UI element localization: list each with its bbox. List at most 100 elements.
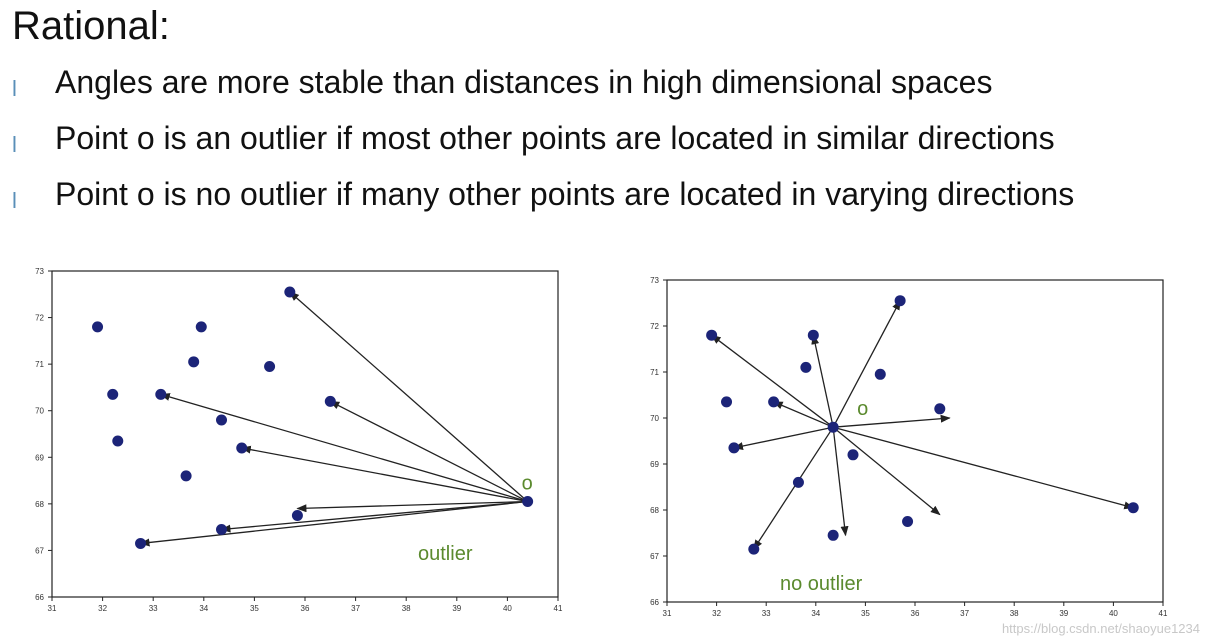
direction-arrow: [240, 445, 528, 503]
data-point: [827, 421, 839, 433]
data-point: [728, 442, 740, 454]
bullet-text: Point o is an outlier if most other poin…: [55, 120, 1055, 156]
y-tick-label: 72: [35, 314, 44, 323]
y-tick-label: 66: [35, 593, 44, 602]
x-tick-label: 38: [1010, 609, 1019, 618]
x-tick-label: 41: [1159, 609, 1168, 618]
data-point: [155, 388, 167, 400]
x-tick-label: 35: [250, 604, 259, 613]
x-tick-label: 39: [1059, 609, 1068, 618]
direction-arrow: [832, 426, 941, 516]
no-outlier-plot: 31 32 33 34 35 36 37 38 39 40 41 66 67 68 69 70 71 72 73 o n…: [650, 276, 1168, 618]
data-point: [902, 516, 914, 527]
x-tick-label: 36: [301, 604, 310, 613]
data-point: [706, 329, 718, 341]
direction-arrow: [220, 500, 528, 533]
direction-arrow: [832, 427, 849, 537]
x-tick-label: 37: [351, 604, 360, 613]
direction-arrow: [289, 291, 529, 503]
bullet-marker: l: [12, 132, 17, 157]
data-point: [827, 529, 839, 541]
x-tick-label: 40: [503, 604, 512, 613]
data-point: [216, 414, 228, 426]
y-tick-label: 73: [35, 267, 44, 276]
data-point: [112, 435, 124, 447]
x-tick-label: 32: [712, 609, 721, 618]
x-tick-label: 37: [960, 609, 969, 618]
data-point: [107, 388, 119, 400]
x-tick-label: 33: [762, 609, 771, 618]
data-point: [1127, 502, 1139, 514]
data-point: [264, 360, 276, 372]
direction-arrow: [772, 401, 834, 428]
data-point: [792, 476, 804, 488]
y-tick-label: 69: [35, 453, 44, 462]
direction-arrow: [832, 299, 901, 428]
direction-arrow: [832, 426, 1135, 510]
x-tick-label: 36: [911, 609, 920, 618]
point-o-label: o: [522, 473, 533, 495]
bullet-text: Point o is no outlier if many other poin…: [55, 176, 1075, 212]
data-point: [324, 395, 336, 407]
plot-frame: [666, 279, 1164, 603]
y-tick-label: 69: [650, 460, 659, 469]
chart-annotation: outlier: [418, 543, 473, 565]
direction-arrow: [833, 414, 951, 428]
y-tick-label: 68: [35, 500, 44, 509]
y-tick-label: 72: [650, 322, 659, 331]
x-tick-label: 40: [1109, 609, 1118, 618]
x-tick-label: 31: [48, 604, 57, 613]
x-tick-label: 41: [554, 604, 563, 613]
x-tick-label: 33: [149, 604, 158, 613]
bullet-marker: l: [12, 188, 17, 213]
direction-arrow: [296, 500, 528, 513]
data-point: [216, 523, 228, 535]
data-point: [721, 396, 733, 408]
y-tick-label: 68: [650, 506, 659, 515]
data-point: [874, 368, 886, 380]
x-tick-label: 38: [402, 604, 411, 613]
x-tick-label: 34: [199, 604, 208, 613]
data-point: [180, 470, 192, 482]
data-point: [847, 449, 859, 461]
y-tick-label: 67: [35, 546, 44, 555]
data-point: [894, 295, 906, 307]
bullet-item: l Point o is no outlier if many other po…: [0, 172, 1214, 222]
watermark: https://blog.csdn.net/shaoyue1234: [1001, 621, 1200, 636]
bullet-text: Angles are more stable than distances in…: [55, 64, 993, 100]
data-point: [768, 396, 780, 408]
direction-arrow: [753, 426, 834, 550]
chart-annotation: no outlier: [780, 573, 863, 595]
data-point: [800, 361, 812, 373]
y-tick-label: 70: [35, 407, 44, 416]
direction-arrow: [710, 334, 834, 428]
data-point: [807, 329, 819, 341]
x-tick-label: 32: [98, 604, 107, 613]
data-point: [934, 403, 946, 415]
direction-arrow: [732, 426, 834, 450]
direction-arrow: [329, 400, 528, 503]
x-tick-label: 34: [811, 609, 820, 618]
x-tick-label: 35: [861, 609, 870, 618]
data-point: [92, 321, 104, 333]
bullet-item: l Point o is an outlier if most other po…: [0, 116, 1214, 166]
y-tick-label: 71: [35, 360, 44, 369]
y-tick-label: 66: [650, 598, 659, 607]
data-point: [291, 510, 303, 521]
outlier-plot: 31 32 33 34 35 36 37 38 39 40 41 66 67 68 69 70 71 72 73 o o…: [35, 267, 563, 613]
data-point: [135, 537, 147, 549]
slide-title: Rational:: [12, 4, 170, 48]
direction-arrow: [811, 334, 834, 428]
data-point: [522, 496, 534, 508]
y-tick-label: 70: [650, 414, 659, 423]
data-point: [748, 543, 760, 555]
data-point: [195, 321, 207, 333]
data-point: [284, 286, 296, 298]
y-tick-label: 73: [650, 276, 659, 285]
y-tick-label: 71: [650, 368, 659, 377]
bullet-marker: l: [12, 76, 17, 101]
data-point: [236, 442, 248, 454]
point-o-label: o: [857, 398, 868, 420]
direction-arrow: [159, 393, 528, 503]
